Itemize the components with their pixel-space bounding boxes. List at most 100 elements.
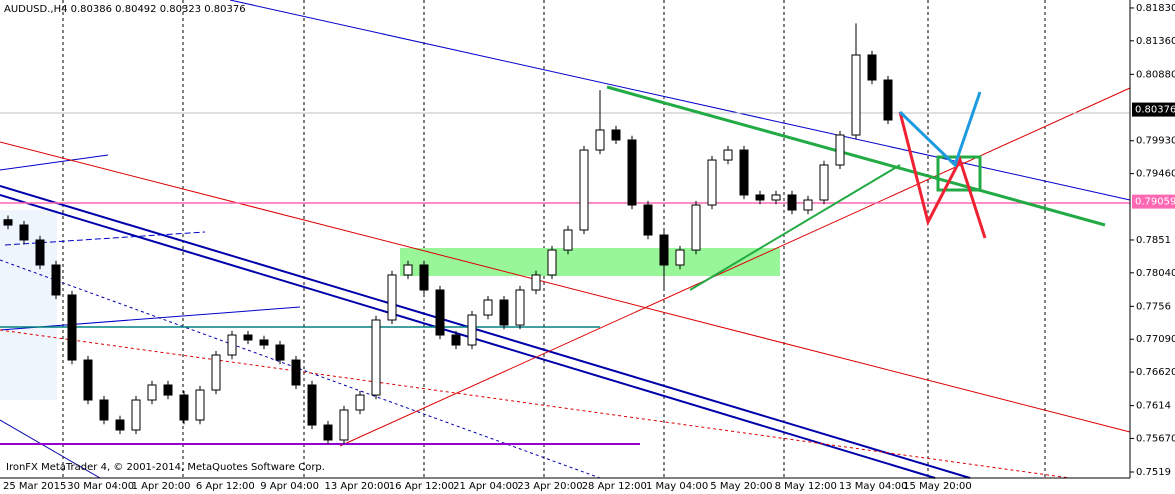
candle-body — [451, 334, 461, 346]
candle-body — [35, 239, 45, 266]
candle-body — [483, 299, 493, 316]
chart-title: AUDUSD.,H4 0.80386 0.80492 0.80323 0.803… — [4, 4, 246, 15]
candle-body — [179, 394, 189, 421]
candle-body — [851, 54, 861, 136]
candle-body — [563, 229, 573, 251]
x-tick-label: 30 Mar 04:00 — [67, 481, 134, 492]
price-label: 0.79059 — [1135, 197, 1175, 208]
y-tick-label: 0.81360 — [1136, 36, 1175, 47]
candle-body — [691, 204, 701, 251]
candle-body — [387, 274, 397, 321]
candle-body — [435, 289, 445, 336]
y-tick-label: 0.80880 — [1136, 69, 1175, 80]
x-tick-label: 13 Apr 20:00 — [325, 481, 390, 492]
candle-body — [291, 359, 301, 386]
candle-body — [771, 194, 781, 201]
x-tick-label: 8 May 12:00 — [775, 481, 837, 492]
candle-body — [307, 384, 317, 426]
x-tick-label: 23 Apr 20:00 — [517, 481, 582, 492]
scenario-arrow — [898, 111, 987, 239]
candle-body — [643, 204, 653, 236]
candle-body — [115, 419, 125, 431]
candle-body — [755, 194, 765, 201]
y-tick-label: 0.7851 — [1136, 235, 1171, 246]
trend-line — [4, 231, 206, 246]
trend-line — [0, 306, 301, 331]
candle-body — [275, 344, 285, 361]
candle-body — [227, 334, 237, 356]
price-label: 0.80376 — [1135, 105, 1175, 116]
shaded-zone — [0, 210, 57, 400]
candle-body — [659, 234, 669, 266]
candle-body — [547, 249, 557, 276]
x-tick-label: 1 Apr 20:00 — [132, 481, 191, 492]
candle-body — [579, 149, 589, 231]
candle-body — [195, 389, 205, 421]
x-tick-label: 5 May 20:00 — [710, 481, 772, 492]
trend-line — [606, 85, 1106, 227]
candle-body — [419, 264, 429, 291]
y-tick-label: 0.7519 — [1136, 467, 1171, 478]
candle-body — [595, 129, 605, 151]
y-tick-label: 0.77090 — [1136, 334, 1175, 345]
y-tick-label: 0.75670 — [1136, 433, 1175, 444]
candle-body — [147, 384, 157, 401]
price-label-box — [1132, 194, 1175, 209]
candle-body — [467, 314, 477, 346]
footer: IronFX MetaTrader 4, © 2001-2014, MetaQu… — [6, 462, 325, 473]
candle-body — [739, 149, 749, 196]
x-tick-label: 15 May 20:00 — [903, 481, 972, 492]
candle-body — [99, 399, 109, 421]
candle-body — [3, 219, 13, 226]
x-tick-label: 16 Apr 12:00 — [389, 481, 454, 492]
candle-body — [355, 394, 365, 411]
y-tick-label: 0.7756 — [1136, 301, 1171, 312]
x-tick-label: 9 Apr 04:00 — [260, 481, 319, 492]
trend-line — [0, 329, 1071, 479]
candle-body — [323, 424, 333, 441]
candle-body — [243, 334, 253, 341]
x-tick-label: 1 May 04:00 — [646, 481, 708, 492]
candle-body — [499, 299, 509, 326]
candle-body — [819, 164, 829, 201]
x-tick-label: 21 Apr 04:00 — [453, 481, 518, 492]
trend-line — [0, 419, 101, 479]
candle-body — [211, 354, 221, 391]
x-tick-label: 25 Mar 2015 — [3, 481, 66, 492]
trend-line — [0, 154, 109, 171]
candle-body — [515, 289, 525, 326]
candles — [3, 23, 893, 445]
candle-body — [787, 194, 797, 211]
candle-body — [339, 409, 349, 441]
x-tick-label: 6 Apr 12:00 — [196, 481, 255, 492]
candle-body — [867, 54, 877, 81]
candle-body — [131, 399, 141, 431]
y-tick-label: 0.78040 — [1136, 268, 1175, 279]
candle-body — [627, 139, 637, 206]
candle-body — [67, 294, 77, 361]
drawings — [0, 0, 1131, 479]
trend-line — [689, 164, 901, 291]
trend-line — [339, 87, 1131, 447]
candle-body — [19, 224, 29, 241]
x-tick-label: 13 May 04:00 — [839, 481, 908, 492]
candle-body — [531, 274, 541, 291]
candle-body — [675, 249, 685, 266]
price-axis — [1130, 0, 1175, 494]
support-zone — [400, 248, 780, 276]
candle-body — [259, 339, 269, 346]
price-label-box — [1132, 102, 1175, 117]
y-tick-label: 0.76620 — [1136, 367, 1175, 378]
y-tick-label: 0.81830 — [1136, 3, 1175, 14]
candle-body — [611, 129, 621, 141]
candle-body — [51, 264, 61, 296]
candle-body — [883, 79, 893, 121]
x-tick-label: 28 Apr 12:00 — [582, 481, 647, 492]
candle-body — [163, 384, 173, 396]
y-tick-label: 0.79460 — [1136, 169, 1175, 180]
candle-body — [835, 134, 845, 166]
candle-body — [803, 199, 813, 211]
y-tick-label: 0.79930 — [1136, 136, 1175, 147]
